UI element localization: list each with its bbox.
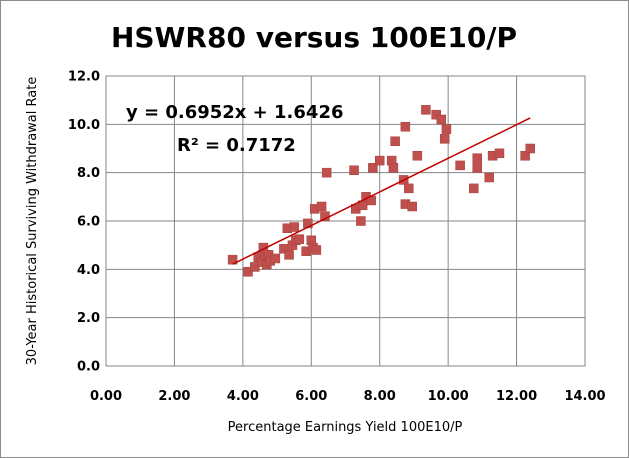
trendline — [232, 117, 531, 265]
data-point — [469, 183, 479, 194]
data-point — [484, 172, 494, 183]
data-point — [441, 124, 452, 134]
plot-area — [105, 75, 586, 367]
data-point — [374, 155, 385, 166]
data-point — [439, 134, 450, 144]
y-tick-label: 10.0 — [68, 118, 100, 133]
data-point — [525, 143, 536, 154]
data-point — [390, 136, 400, 146]
y-axis-label: 30-Year Historical Surviving Withdrawal … — [25, 77, 40, 366]
x-tick-label: 8.00 — [364, 389, 396, 404]
x-axis-label: Percentage Earnings Yield 100E10/P — [228, 420, 463, 435]
data-point — [388, 163, 399, 173]
y-tick-label: 2.0 — [77, 311, 100, 326]
y-tick-label: 6.0 — [77, 215, 100, 230]
data-point — [349, 165, 359, 175]
data-point — [316, 201, 327, 212]
data-point — [520, 151, 530, 161]
y-tick-label: 8.0 — [77, 166, 100, 181]
data-point — [368, 163, 378, 173]
data-point — [356, 216, 366, 226]
data-point — [250, 262, 260, 272]
trendline-equation: y = 0.6952x + 1.6426 — [126, 102, 344, 123]
data-point — [400, 122, 411, 132]
data-point — [227, 254, 238, 265]
data-point — [455, 160, 465, 171]
data-point — [294, 234, 305, 244]
data-point — [472, 153, 482, 163]
data-point — [404, 183, 414, 194]
chart-title: HSWR80 versus 100E10/P — [111, 21, 517, 54]
x-tick-label: 2.00 — [158, 389, 190, 404]
data-point — [407, 201, 417, 212]
data-point — [494, 148, 505, 159]
x-tick-label: 0.00 — [90, 389, 122, 404]
data-point — [421, 105, 431, 115]
data-point — [311, 245, 322, 255]
x-tick-labels: 0.00 2.00 4.00 6.00 8.00 10.00 12.00 14.00 — [90, 389, 606, 404]
data-point — [284, 250, 294, 260]
data-point — [270, 253, 281, 264]
y-tick-label: 0.0 — [77, 360, 100, 375]
data-point — [431, 109, 441, 120]
x-tick-label: 10.00 — [428, 389, 469, 404]
x-tick-label: 6.00 — [295, 389, 327, 404]
x-tick-label: 12.00 — [496, 389, 537, 404]
y-tick-label: 12.0 — [68, 70, 100, 85]
data-point — [412, 151, 423, 161]
data-point — [243, 267, 253, 277]
x-tick-label: 4.00 — [227, 389, 259, 404]
r-squared-label: R² = 0.7172 — [177, 135, 296, 156]
data-point — [289, 222, 299, 232]
data-point — [436, 114, 447, 125]
y-tick-label: 4.0 — [77, 263, 100, 278]
y-tick-labels: 0.0 2.0 4.0 6.0 8.0 10.0 12.0 — [68, 70, 100, 375]
x-tick-label: 14.00 — [564, 389, 605, 404]
data-point — [321, 167, 332, 178]
data-point — [472, 163, 482, 173]
